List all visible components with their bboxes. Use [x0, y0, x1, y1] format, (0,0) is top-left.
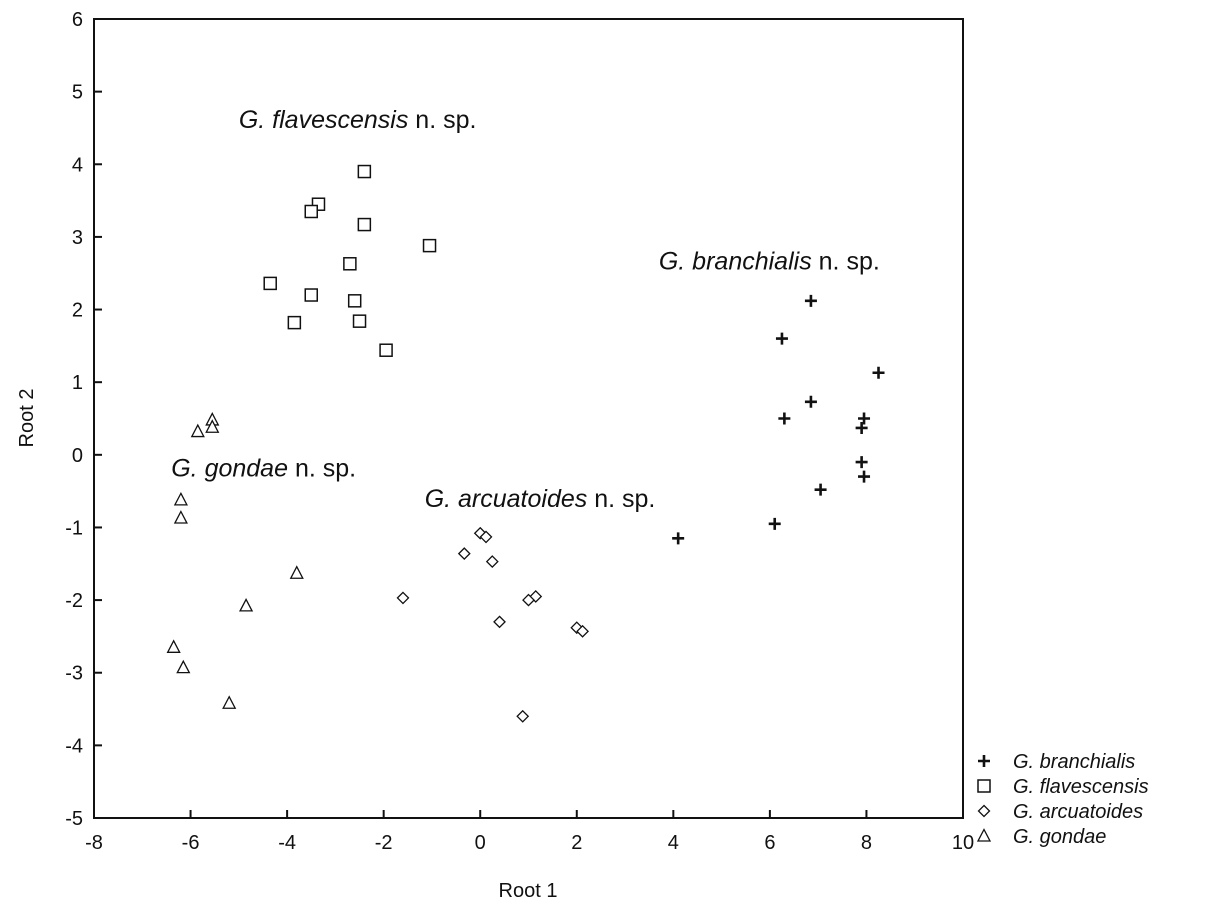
group-label-species: G. flavescensis [239, 106, 409, 134]
legend-item: G. arcuatoides [977, 801, 1143, 823]
point-g-flavescensis [357, 164, 372, 179]
group-label-species: G. branchialis [659, 248, 812, 276]
point-g-gondae [239, 597, 254, 612]
point-g-branchialis [872, 366, 885, 379]
legend-marker [976, 828, 992, 842]
point-g-gondae [289, 565, 304, 579]
point-g-flavescensis [304, 288, 318, 302]
legend-item: G. branchialis [978, 751, 1135, 773]
point-g-arcuatoides [516, 709, 530, 723]
x-tick-label: 0 [475, 832, 486, 854]
point-g-branchialis [814, 483, 827, 496]
point-g-flavescensis [304, 204, 318, 219]
point-g-flavescensis [352, 314, 367, 328]
point-g-arcuatoides [493, 615, 506, 629]
point-g-flavescensis [422, 238, 437, 253]
group-label-suffix: n. sp. [408, 106, 476, 134]
x-axis-title: Root 1 [499, 880, 558, 902]
x-tick-label: 8 [861, 832, 872, 854]
point-g-arcuatoides [576, 624, 589, 638]
y-tick-label: 5 [72, 82, 83, 104]
group-label: G. arcuatoides n. sp. [425, 485, 656, 513]
point-g-gondae [173, 510, 188, 524]
legend: G. branchialis G. flavescensis G. arcuatoi… [976, 751, 1149, 848]
group-label: G. gondae n. sp. [171, 455, 356, 483]
group-label-suffix: n. sp. [587, 485, 655, 513]
group-label: G. branchialis n. sp. [659, 248, 880, 276]
point-g-arcuatoides [457, 547, 471, 561]
point-g-flavescensis [357, 217, 372, 232]
x-tick-label: -4 [278, 832, 296, 854]
y-tick-label: -5 [65, 808, 83, 830]
y-tick-label: -1 [65, 517, 83, 539]
x-tick-label: -8 [85, 832, 103, 854]
point-g-branchialis [858, 412, 871, 425]
point-g-branchialis [855, 456, 868, 469]
group-label-suffix: n. sp. [288, 455, 356, 483]
point-g-arcuatoides [522, 593, 535, 607]
point-g-flavescensis [343, 257, 357, 271]
x-tick-label: 4 [668, 832, 679, 854]
x-tick-label: -6 [182, 832, 200, 854]
group-annotations: G. flavescensis n. sp.G. branchialis n. … [171, 106, 880, 513]
x-tick-label: 2 [571, 832, 582, 854]
y-axis: -5 -4 -3 -2 -1 0 1 2 3 4 5 6 [65, 9, 102, 830]
x-tick-label: -2 [375, 832, 393, 854]
point-g-gondae [222, 695, 237, 709]
legend-item: G. gondae [976, 826, 1106, 848]
y-tick-label: 3 [72, 227, 83, 249]
y-tick-label: 2 [72, 300, 83, 322]
point-g-branchialis [855, 421, 868, 434]
point-g-branchialis [804, 294, 817, 307]
point-g-flavescensis [379, 343, 393, 357]
legend-marker [978, 755, 990, 767]
plot-frame [93, 18, 964, 819]
y-tick-label: 1 [72, 372, 83, 394]
x-axis: -8 -6 -4 -2 0 2 4 6 8 10 [85, 810, 974, 854]
data-points [166, 164, 885, 723]
y-axis-title: Root 2 [16, 389, 38, 448]
x-tick-label: 10 [952, 832, 974, 854]
group-label-species: G. arcuatoides [425, 485, 588, 513]
point-g-gondae [166, 639, 181, 653]
point-g-gondae [173, 491, 188, 506]
group-label: G. flavescensis n. sp. [239, 106, 477, 134]
y-tick-label: -3 [65, 663, 83, 685]
point-g-arcuatoides [479, 530, 493, 544]
y-tick-label: -2 [65, 590, 83, 612]
x-tick-label: 6 [764, 832, 775, 854]
y-tick-label: -4 [65, 735, 83, 757]
point-g-branchialis [804, 395, 817, 408]
legend-label: G. arcuatoides [1013, 801, 1143, 823]
point-g-flavescensis [287, 315, 302, 330]
point-g-branchialis [672, 532, 685, 545]
legend-marker [977, 804, 991, 818]
legend-label: G. gondae [1013, 826, 1106, 848]
point-g-gondae [176, 659, 191, 674]
point-g-branchialis [768, 517, 781, 530]
point-g-flavescensis [263, 276, 277, 291]
point-g-arcuatoides [396, 591, 410, 605]
legend-marker [977, 779, 991, 793]
point-g-branchialis [858, 470, 871, 483]
legend-item: G. flavescensis [977, 776, 1149, 798]
y-tick-label: 4 [72, 154, 83, 176]
legend-label: G. branchialis [1013, 751, 1135, 773]
point-g-arcuatoides [485, 555, 499, 569]
point-g-branchialis [778, 412, 791, 425]
y-tick-label: 6 [72, 9, 83, 31]
group-label-species: G. gondae [171, 455, 288, 483]
point-g-branchialis [775, 332, 788, 345]
y-tick-label: 0 [72, 445, 83, 467]
point-g-gondae [190, 423, 205, 438]
group-label-suffix: n. sp. [812, 248, 880, 276]
point-g-gondae [205, 419, 220, 433]
legend-label: G. flavescensis [1013, 776, 1149, 798]
point-g-flavescensis [347, 294, 362, 308]
